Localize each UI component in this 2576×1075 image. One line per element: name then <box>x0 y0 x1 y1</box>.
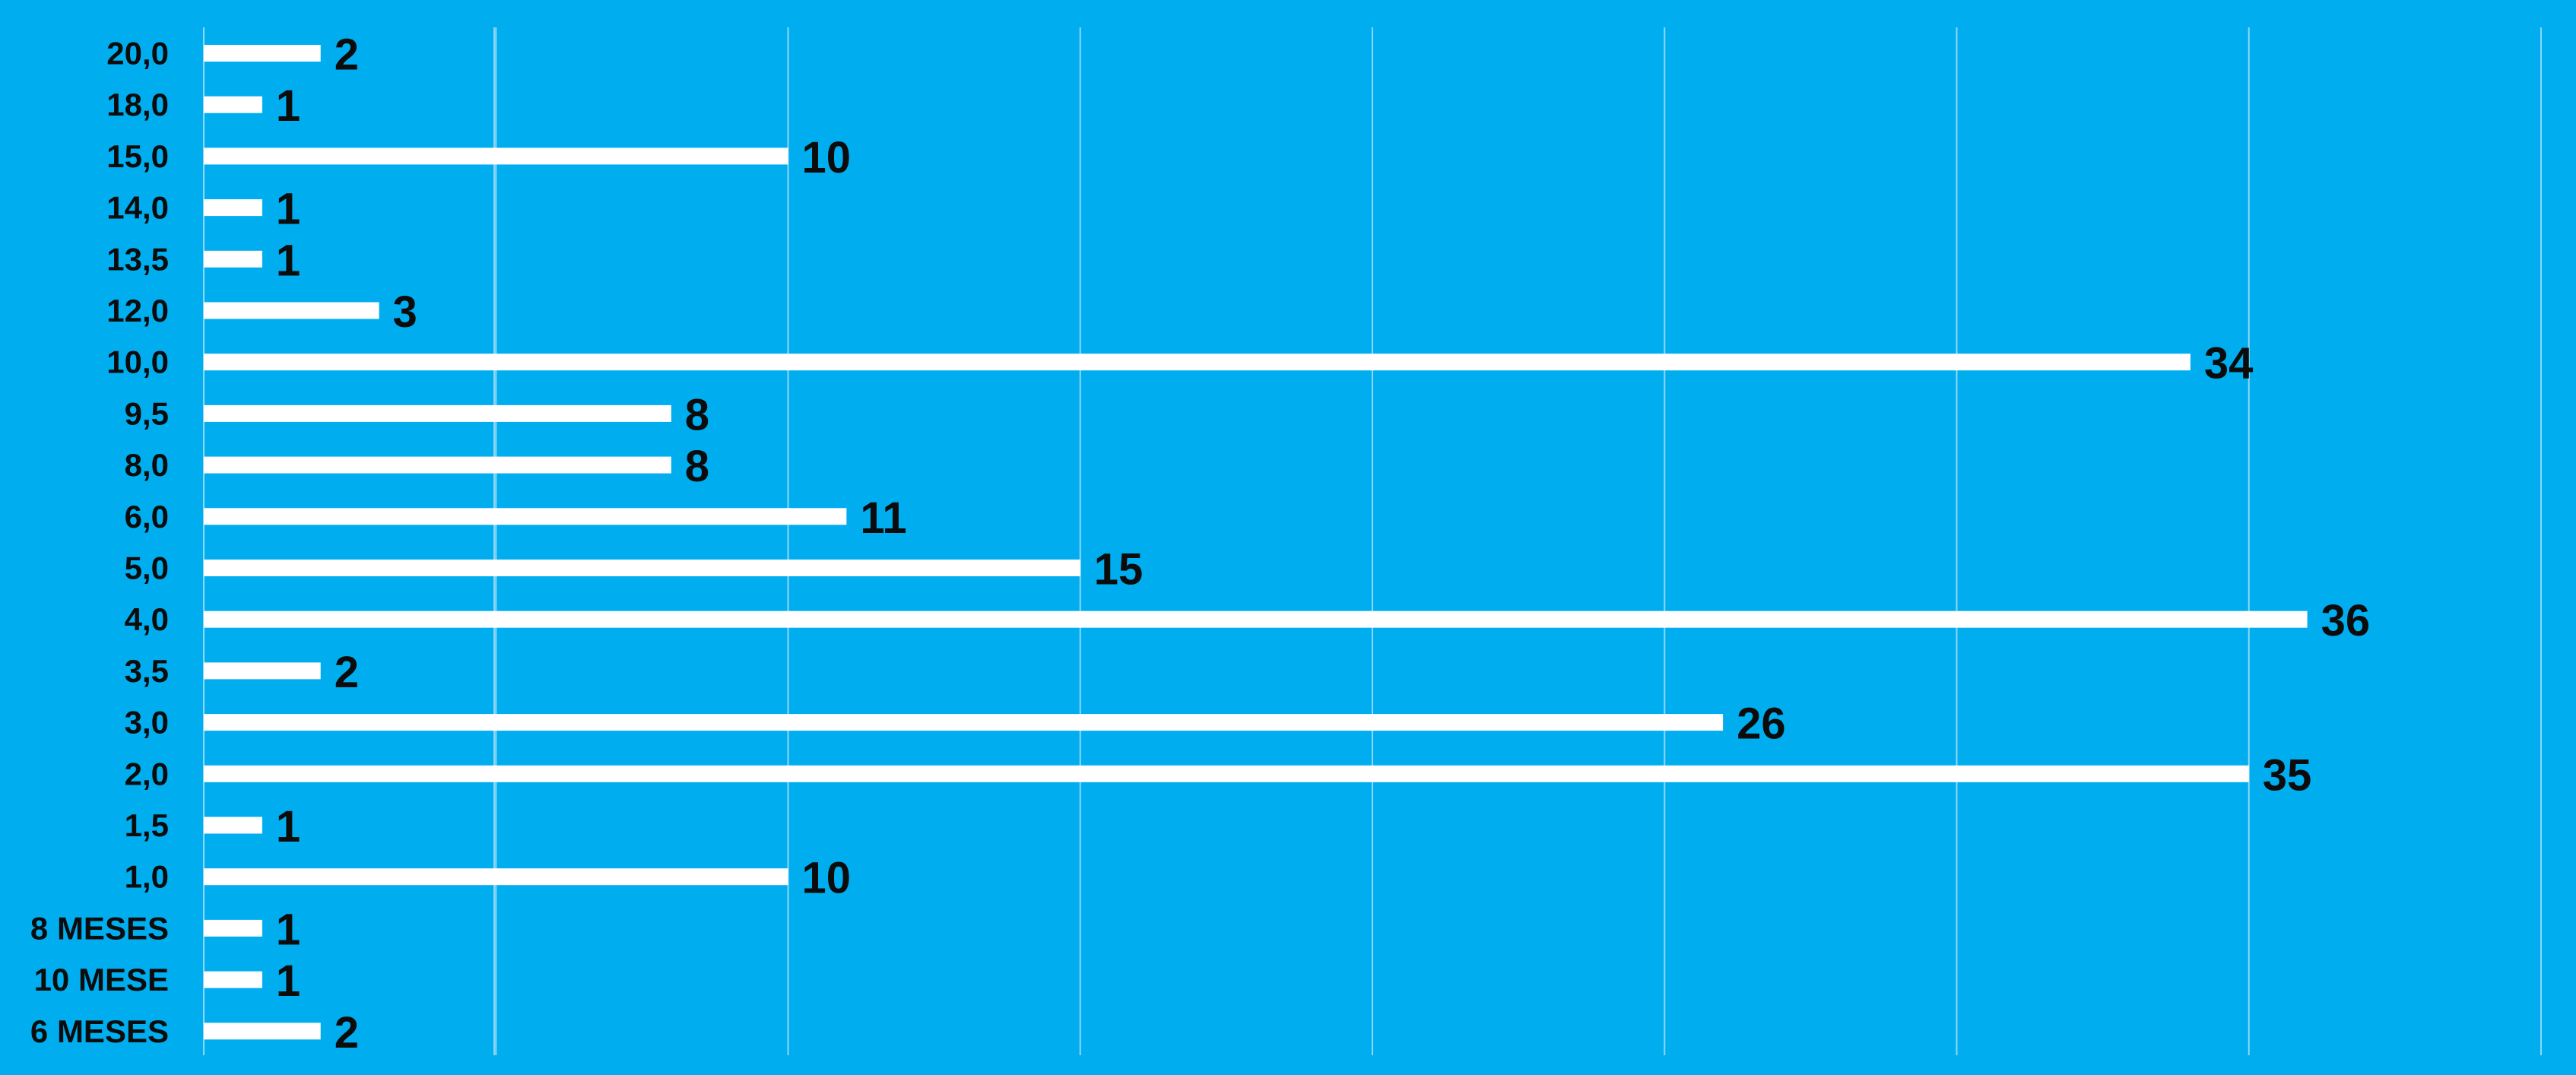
bar <box>204 404 671 422</box>
data-label: 1 <box>276 185 300 234</box>
category-label: 13,5 <box>106 241 169 277</box>
bars <box>204 45 2308 1040</box>
bar <box>204 354 2191 371</box>
data-label: 11 <box>860 493 906 543</box>
bar <box>204 199 262 217</box>
category-label: 3,5 <box>125 653 169 689</box>
bar <box>204 610 2308 628</box>
category-label: 15,0 <box>106 138 169 174</box>
bar <box>204 919 262 937</box>
bar <box>204 147 788 165</box>
data-label: 35 <box>2263 750 2312 800</box>
data-label: 10 <box>802 133 852 182</box>
data-label: 34 <box>2204 339 2254 388</box>
data-label: 1 <box>276 956 300 1006</box>
category-label: 8 MESES <box>30 910 169 946</box>
data-label: 2 <box>335 1008 359 1058</box>
category-label: 5,0 <box>125 550 169 586</box>
category-label: 14,0 <box>106 190 169 226</box>
category-label: 3,0 <box>125 705 169 740</box>
bar <box>204 971 262 988</box>
category-label: 8,0 <box>125 447 169 483</box>
data-label: 1 <box>276 236 300 285</box>
data-label: 8 <box>685 390 709 439</box>
category-label: 10 MESE <box>34 962 169 997</box>
bar <box>204 1023 321 1040</box>
category-label: 12,0 <box>106 293 169 328</box>
data-label: 2 <box>335 648 359 697</box>
category-label: 1,0 <box>125 859 169 895</box>
data-label: 1 <box>276 905 300 954</box>
bar <box>204 96 262 113</box>
gridlines <box>493 27 2542 1055</box>
category-label: 2,0 <box>125 756 169 791</box>
bar <box>204 817 262 834</box>
data-label: 26 <box>1737 699 1786 749</box>
bar <box>204 45 321 62</box>
data-label: 36 <box>2321 596 2371 645</box>
bar <box>204 662 321 680</box>
category-label: 20,0 <box>106 36 169 71</box>
category-label: 9,5 <box>125 395 169 431</box>
data-label: 1 <box>276 81 300 131</box>
data-label: 2 <box>335 30 359 80</box>
category-label: 4,0 <box>125 601 169 637</box>
data-label: 3 <box>393 287 417 337</box>
category-labels: 20,0 18,0 15,0 14,0 13,5 12,0 10,0 9,5 8,0 6,0 5,0… <box>30 36 169 1049</box>
bar <box>204 250 262 268</box>
category-label: 18,0 <box>106 87 169 122</box>
bar <box>204 302 379 319</box>
bar <box>204 456 671 474</box>
bar <box>204 868 788 886</box>
bar <box>204 714 1724 731</box>
category-label: 1,5 <box>125 807 169 843</box>
bar <box>204 765 2249 782</box>
data-label: 1 <box>276 802 300 851</box>
data-label: 15 <box>1094 545 1144 595</box>
category-label: 6 MESES <box>30 1013 169 1049</box>
bar <box>204 560 1080 576</box>
data-label: 8 <box>685 442 709 491</box>
bar <box>204 508 847 525</box>
category-label: 6,0 <box>125 499 169 534</box>
category-label: 10,0 <box>106 344 169 380</box>
data-label: 10 <box>802 854 852 903</box>
